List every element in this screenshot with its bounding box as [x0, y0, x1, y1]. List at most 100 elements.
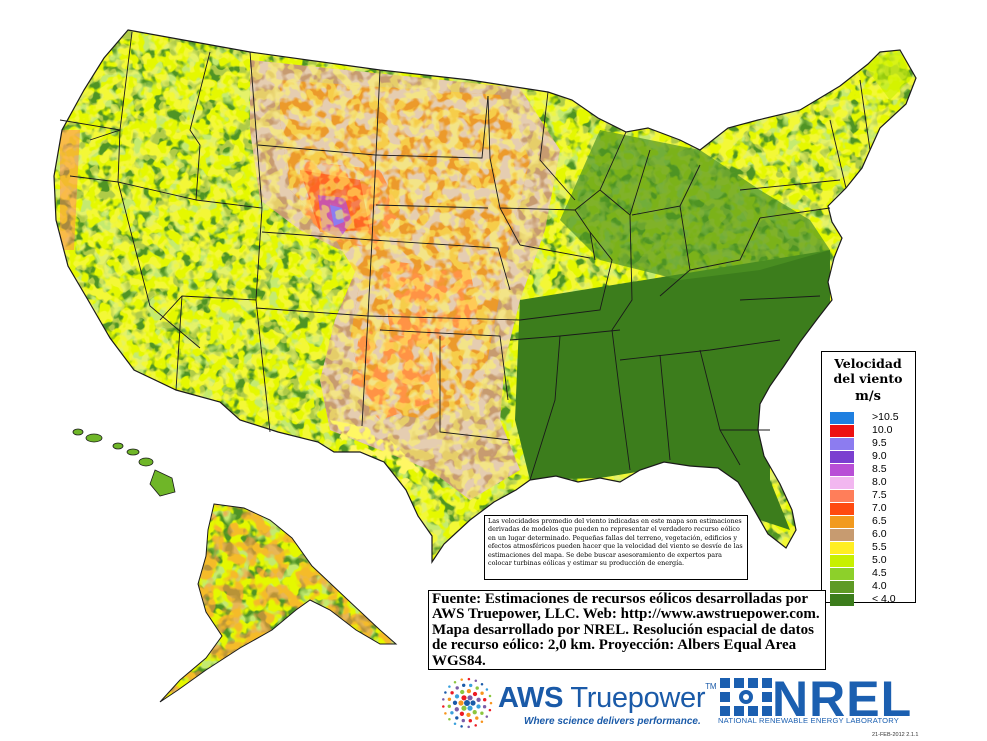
legend-swatch — [830, 555, 854, 567]
aws-dot — [483, 698, 487, 702]
legend-label: 6.0 — [872, 528, 887, 540]
legend-unit: m/s — [855, 389, 881, 404]
aws-dot — [489, 701, 493, 705]
aws-dot — [460, 725, 463, 728]
aws-dot — [452, 700, 458, 705]
aws-dot — [467, 677, 471, 681]
aws-dot — [476, 697, 481, 702]
aws-dot — [470, 700, 476, 706]
aws-dot — [448, 685, 451, 688]
aws-dot — [447, 704, 451, 708]
legend-swatch — [830, 438, 854, 450]
aws-dot — [480, 720, 484, 724]
legend-title: Velocidad del viento — [833, 356, 903, 386]
aws-tagline: Where science delivers performance. — [524, 716, 701, 727]
legend-swatch — [830, 542, 854, 554]
legend-item: >10.5 — [830, 411, 914, 425]
legend-swatch — [830, 425, 854, 437]
aws-dot — [466, 688, 472, 694]
alaska — [159, 503, 398, 703]
disclaimer-note: Las velocidades promedio del viento indi… — [484, 515, 748, 580]
aws-dot — [468, 719, 472, 723]
aws-dot — [450, 711, 454, 715]
legend-item: 5.5 — [830, 541, 914, 555]
aws-dot — [480, 691, 484, 695]
aws-dot — [459, 711, 465, 716]
legend-item: 7.0 — [830, 502, 914, 516]
legend-label: < 4.0 — [872, 593, 896, 605]
legend-swatch — [830, 503, 854, 515]
aws-dot — [472, 710, 477, 715]
conus-wind-layer — [54, 30, 916, 562]
legend-item: 6.5 — [830, 515, 914, 529]
legend-label: 6.5 — [872, 515, 887, 527]
aws-dot — [442, 705, 445, 708]
aws-dot — [474, 679, 478, 682]
legend-item: 9.5 — [830, 437, 914, 451]
legend-label: 7.0 — [872, 502, 887, 514]
legend-item: 7.5 — [830, 489, 914, 503]
legend-item: 8.5 — [830, 463, 914, 477]
aws-name-rest: Truepower — [563, 682, 706, 714]
legend-item: 8.0 — [830, 476, 914, 490]
aws-dot — [480, 683, 484, 686]
nrel-emblem-icon — [720, 678, 772, 716]
aws-dot — [450, 691, 454, 695]
aws-dot — [455, 686, 459, 690]
aws-dot — [488, 694, 492, 698]
aws-dot — [482, 705, 487, 709]
aws-dot — [453, 680, 457, 684]
aws-truepower-logo: AWS TruepowerTM Where science delivers p… — [440, 676, 717, 730]
legend-item: < 4.0 — [830, 593, 914, 607]
aws-dot — [461, 705, 467, 711]
legend-swatch — [830, 581, 854, 593]
aws-dot — [466, 712, 471, 718]
aws-dot — [488, 708, 492, 712]
aws-dot — [467, 705, 473, 711]
state-borders — [53, 29, 917, 563]
legend-label: 5.0 — [872, 554, 887, 566]
aws-dot — [461, 718, 465, 723]
aws-name: AWS TruepowerTM — [498, 682, 717, 715]
aws-dot — [444, 712, 447, 715]
legend-item: 10.0 — [830, 424, 914, 438]
wind-speed-legend: Velocidad del viento m/s >10.5 10.0 9.5 9.0… — [821, 351, 916, 606]
legend-swatch — [830, 529, 854, 541]
legend-item: 9.0 — [830, 450, 914, 464]
aws-dot — [461, 695, 467, 701]
aws-dot — [442, 698, 445, 701]
aws-dot — [460, 689, 465, 695]
date-stamp: 21-FEB-2012 2.1.1 — [872, 732, 919, 738]
aws-dot — [475, 686, 479, 690]
aws-dot — [480, 711, 484, 715]
aws-dot — [467, 695, 473, 701]
aws-dot — [444, 691, 447, 694]
legend-item: 4.0 — [830, 580, 914, 594]
aws-dot — [472, 691, 478, 697]
aws-dot — [454, 694, 460, 699]
legend-swatch — [830, 516, 854, 528]
nrel-subtitle: NATIONAL RENEWABLE ENERGY LABORATORY — [718, 716, 900, 725]
legend-item: 6.0 — [830, 528, 914, 542]
aws-dot — [455, 716, 459, 720]
aws-dot — [485, 715, 489, 718]
aws-dot — [467, 725, 470, 729]
aws-dot — [453, 722, 457, 726]
aws-trademark: TM — [705, 682, 717, 691]
aws-dots-icon — [442, 677, 493, 729]
aws-dot — [447, 697, 452, 701]
aws-dot — [458, 700, 464, 706]
legend-swatch — [830, 490, 854, 502]
legend-label: 4.0 — [872, 580, 887, 592]
legend-swatch — [830, 594, 854, 606]
legend-label: 8.5 — [872, 463, 887, 475]
legend-label: 8.0 — [872, 476, 887, 488]
nrel-name: NREL — [772, 671, 913, 727]
legend-swatch — [830, 568, 854, 580]
legend-label: 5.5 — [872, 541, 887, 553]
aws-dot — [454, 707, 459, 712]
legend-label: 9.5 — [872, 437, 887, 449]
legend-swatch — [830, 464, 854, 476]
legend-label: 10.0 — [872, 424, 893, 436]
